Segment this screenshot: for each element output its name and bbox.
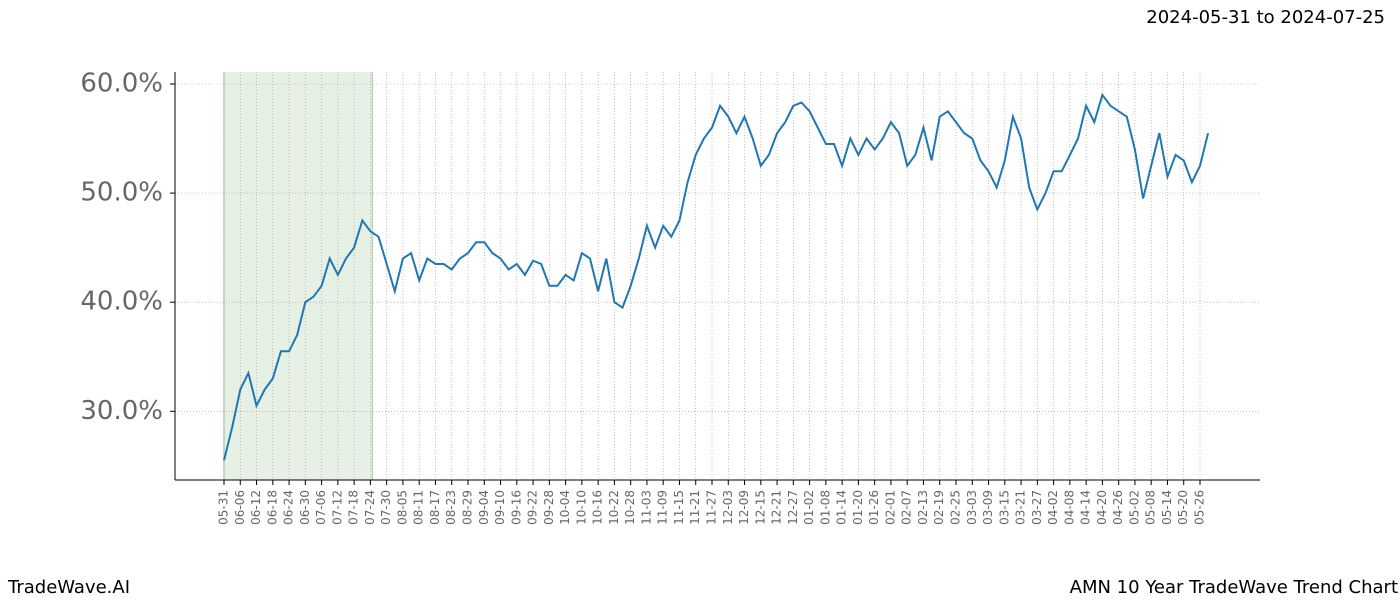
x-tick-label: 03-03 xyxy=(965,490,979,525)
x-tick-label: 08-29 xyxy=(461,490,475,525)
x-tick-label: 02-07 xyxy=(900,490,914,525)
x-tick-label: 11-15 xyxy=(672,490,686,525)
x-tick-label: 09-10 xyxy=(493,490,507,525)
x-tick-label: 12-03 xyxy=(721,490,735,525)
watermark: TradeWave.AI xyxy=(7,577,130,598)
trend-line xyxy=(223,92,1210,461)
x-tick-label: 01-26 xyxy=(867,490,881,525)
x-tick-label: 12-27 xyxy=(786,490,800,525)
y-tick-label: 60.0% xyxy=(80,69,163,99)
x-tick-label: 08-17 xyxy=(428,490,442,525)
x-tick-label: 04-20 xyxy=(1095,490,1109,525)
x-tick-label: 05-08 xyxy=(1144,490,1158,525)
x-tick-label: 05-20 xyxy=(1176,490,1190,525)
x-tick-label: 07-12 xyxy=(330,490,344,525)
x-tick-label: 04-14 xyxy=(1079,490,1093,525)
x-tick-label: 05-31 xyxy=(217,490,231,525)
x-tick-label: 07-06 xyxy=(314,490,328,525)
x-tick-label: 03-21 xyxy=(1014,490,1028,525)
x-tick-label: 02-13 xyxy=(916,490,930,525)
x-tick-label: 01-02 xyxy=(802,490,816,525)
x-tick-label: 04-26 xyxy=(1111,490,1125,525)
x-tick-label: 11-21 xyxy=(688,490,702,525)
chart-title: AMN 10 Year TradeWave Trend Chart xyxy=(1070,577,1398,598)
x-tick-label: 08-05 xyxy=(395,490,409,525)
x-tick-label: 02-01 xyxy=(883,490,897,525)
x-tick-label: 03-09 xyxy=(981,490,995,525)
x-tick-label: 04-08 xyxy=(1062,490,1076,525)
x-tick-label: 12-21 xyxy=(770,490,784,525)
x-tick-label: 10-16 xyxy=(591,490,605,525)
y-tick-label: 30.0% xyxy=(80,396,163,426)
x-tick-label: 12-15 xyxy=(753,490,767,525)
x-tick-label: 11-03 xyxy=(639,490,653,525)
x-tick-label: 09-04 xyxy=(477,490,491,525)
x-tick-label: 03-15 xyxy=(997,490,1011,525)
x-tick-label: 03-27 xyxy=(1030,490,1044,525)
x-tick-label: 12-09 xyxy=(737,490,751,525)
x-tick-label: 10-10 xyxy=(574,490,588,525)
x-tick-label: 10-28 xyxy=(623,490,637,525)
x-tick-label: 10-22 xyxy=(607,490,621,525)
x-tick-label: 05-26 xyxy=(1193,490,1207,525)
x-tick-label: 11-09 xyxy=(656,490,670,525)
x-tick-label: 01-14 xyxy=(835,490,849,525)
x-tick-label: 06-12 xyxy=(249,490,263,525)
x-tick-label: 06-06 xyxy=(233,490,247,525)
x-tick-label: 06-30 xyxy=(298,490,312,525)
x-tick-label: 07-30 xyxy=(379,490,393,525)
x-tick-label: 09-16 xyxy=(509,490,523,525)
x-tick-label: 04-02 xyxy=(1046,490,1060,525)
x-tick-label: 09-22 xyxy=(526,490,540,525)
y-tick-label: 50.0% xyxy=(80,178,163,208)
x-tick-label: 07-24 xyxy=(363,490,377,525)
highlight-band xyxy=(224,72,373,480)
y-tick-label: 40.0% xyxy=(80,287,163,317)
x-tick-label: 08-23 xyxy=(444,490,458,525)
x-tick-label: 08-11 xyxy=(412,490,426,525)
x-tick-label: 06-18 xyxy=(265,490,279,525)
chart-subtitle: 2024-05-31 to 2024-07-25 xyxy=(1146,7,1385,28)
x-tick-label: 01-20 xyxy=(851,490,865,525)
x-tick-label: 02-19 xyxy=(932,490,946,525)
x-tick-label: 09-28 xyxy=(542,490,556,525)
x-tick-label: 07-18 xyxy=(347,490,361,525)
x-tick-label: 02-25 xyxy=(949,490,963,525)
x-tick-label: 05-14 xyxy=(1160,490,1174,525)
x-tick-label: 11-27 xyxy=(705,490,719,525)
x-tick-label: 01-08 xyxy=(818,490,832,525)
x-tick-label: 05-02 xyxy=(1127,490,1141,525)
x-tick-label: 10-04 xyxy=(558,490,572,525)
x-tick-label: 06-24 xyxy=(282,490,296,525)
